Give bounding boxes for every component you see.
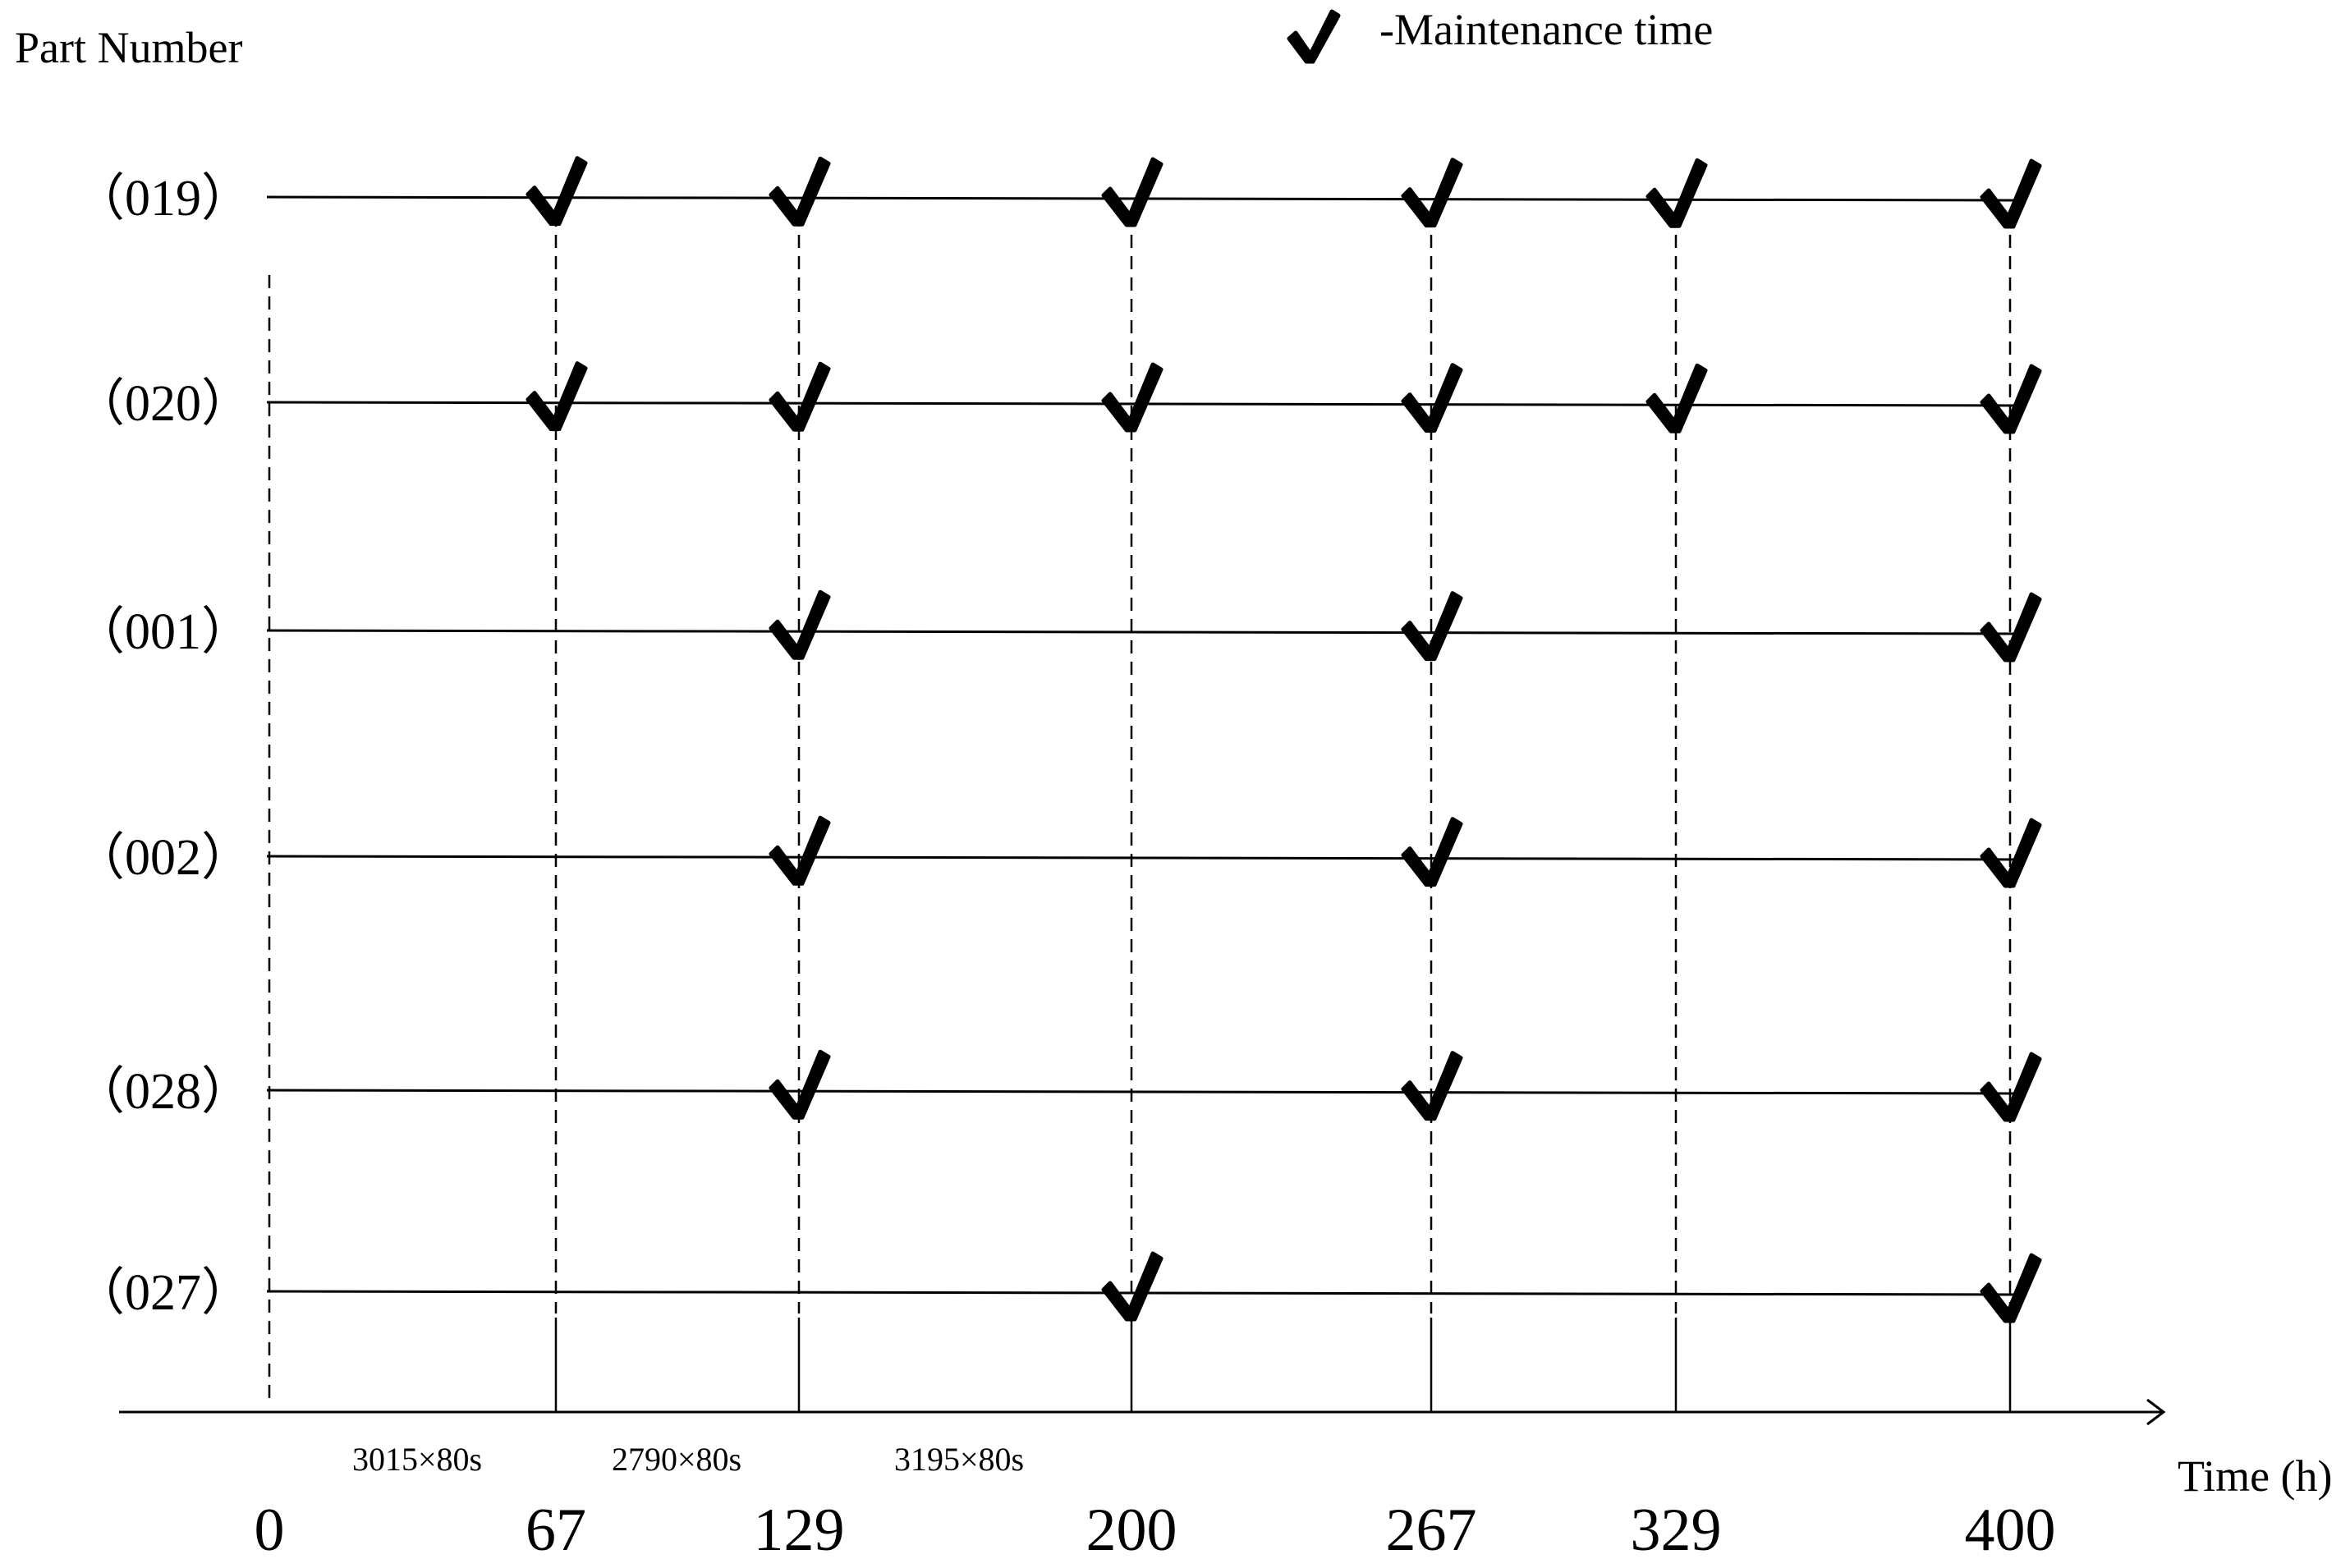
time-axis-arrow (2146, 1398, 2166, 1426)
part-label: （027） (74, 1265, 252, 1321)
y-axis-title: Part Number (15, 23, 242, 72)
part-label: （002） (74, 830, 252, 886)
check-mark-icon (1101, 157, 1164, 227)
part-timeline (266, 1089, 2021, 1095)
maintenance-marks (526, 156, 2042, 1323)
time-tick-label: 0 (255, 1497, 285, 1564)
guide-lines (268, 213, 2012, 1412)
legend-label: -Maintenance time (1379, 5, 1713, 54)
duration-label: 3195×80s (894, 1441, 1024, 1478)
check-mark-icon (1401, 1051, 1463, 1121)
check-mark-icon (1101, 362, 1164, 433)
check-mark-icon (1980, 818, 2042, 888)
time-tick-label: 129 (754, 1497, 845, 1564)
time-tick-labels: 0 67 129 200 267 329 400 (255, 1497, 2056, 1564)
time-tick-label: 400 (1965, 1497, 2056, 1564)
part-label: （019） (74, 171, 252, 227)
duration-label: 3015×80s (352, 1441, 482, 1478)
check-mark-icon (1980, 158, 2042, 229)
check-mark-icon (769, 589, 831, 660)
check-mark-icon (526, 361, 588, 432)
part-timeline (266, 855, 2021, 861)
check-mark-icon (1101, 1251, 1164, 1322)
time-tick-label: 329 (1631, 1497, 1722, 1564)
check-mark-icon (769, 1049, 831, 1120)
check-mark-icon (1401, 158, 1463, 228)
check-mark-icon (526, 156, 588, 227)
check-mark-icon (1645, 158, 1708, 228)
part-label: （028） (74, 1064, 252, 1120)
time-tick-label: 200 (1086, 1497, 1177, 1564)
duration-labels: 3015×80s 2790×80s 3195×80s (352, 1441, 1024, 1478)
legend: -Maintenance time (1287, 5, 1713, 64)
time-tick-label: 67 (526, 1497, 586, 1564)
check-mark-icon (1401, 591, 1463, 662)
check-mark-icon (1645, 363, 1708, 433)
time-axis (119, 1398, 2166, 1426)
part-labels: （019） （020） （001） （002） （028） （027） (74, 171, 252, 1321)
check-mark-icon (769, 156, 831, 227)
duration-label: 2790×80s (612, 1441, 741, 1478)
check-mark-icon (1980, 364, 2042, 434)
part-label: （020） (74, 376, 252, 432)
part-label: （001） (74, 604, 252, 660)
check-mark-icon (1401, 363, 1463, 433)
part-timeline (266, 629, 2021, 635)
check-mark-icon (769, 361, 831, 432)
check-mark-icon (1980, 592, 2042, 663)
check-mark-icon (769, 815, 831, 886)
check-mark-icon (1401, 817, 1463, 887)
legend-check-mark-icon (1287, 9, 1341, 64)
x-axis-title: Time (h) (2178, 1451, 2333, 1501)
part-timelines (266, 195, 2021, 1296)
check-mark-icon (1980, 1253, 2042, 1323)
time-tick-label: 267 (1386, 1497, 1477, 1564)
check-mark-icon (1980, 1052, 2042, 1122)
